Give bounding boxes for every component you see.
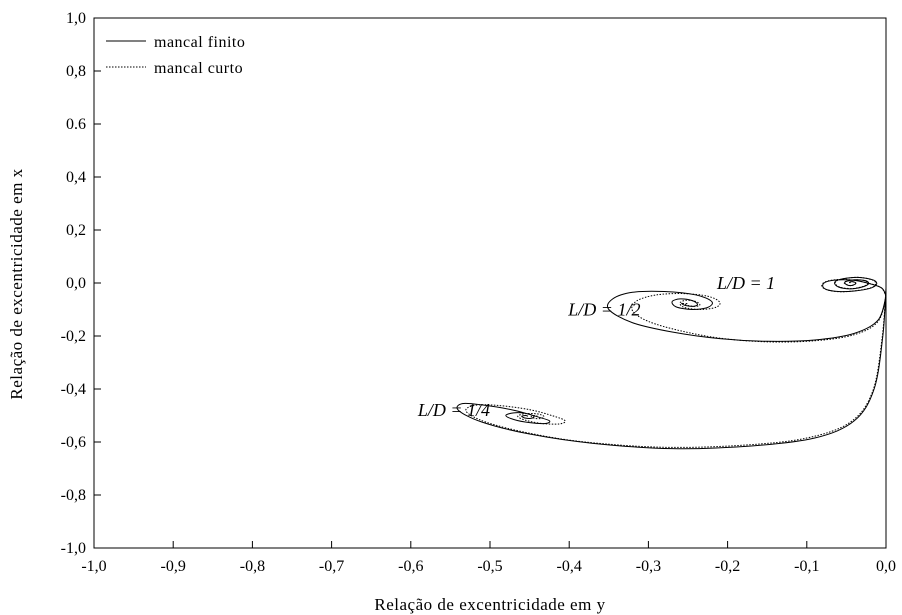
y-tick-label: -0,4 [61, 381, 86, 398]
x-tick-label: -0,2 [715, 558, 740, 575]
y-tick-label: -0,6 [61, 434, 86, 451]
x-tick-label: -0,8 [240, 558, 265, 575]
annotation-layer: L/D = 1 L/D = 1/2 L/D = 1/4 [417, 273, 775, 420]
series-layer [456, 276, 887, 450]
y-tick-label: 1,0 [66, 10, 86, 27]
legend: mancal finito mancal curto [106, 34, 245, 77]
x-tick-label: -0,4 [557, 558, 582, 575]
series-solid-2 [606, 290, 887, 342]
series-dotted-3 [631, 293, 887, 343]
legend-label-dotted: mancal curto [154, 60, 243, 77]
y-tick-label: -0,2 [61, 328, 86, 345]
x-tick-label: -0,1 [794, 558, 819, 575]
y-tick-label: 0.6 [66, 116, 86, 133]
curve-annotation: L/D = 1/4 [417, 400, 490, 420]
y-tick-label: 0,2 [66, 222, 86, 239]
x-tick-label: -0,5 [477, 558, 502, 575]
curve-annotation: L/D = 1/2 [567, 300, 640, 320]
series-dotted-1 [821, 276, 887, 297]
axis-ticks [93, 17, 887, 549]
y-tick-label: -0,8 [61, 487, 86, 504]
axis-tick-labels: -1,0 -0,9 -0,8 -0,7 -0,6 -0,5 -0,4 -0,3 -0,2 -0,1… [61, 10, 896, 575]
series-solid-4 [456, 288, 887, 450]
curve-annotation: L/D = 1 [716, 273, 775, 293]
x-tick-label: -0,3 [636, 558, 661, 575]
x-axis-title: Relação de excentricidade em y [374, 595, 605, 614]
legend-label-solid: mancal finito [154, 34, 245, 51]
series-dotted-5 [465, 288, 887, 448]
x-tick-label: -1,0 [81, 558, 106, 575]
x-tick-label: -0,7 [319, 558, 344, 575]
y-tick-label: 0,0 [66, 275, 86, 292]
y-tick-label: 0,8 [66, 63, 86, 80]
y-tick-label: 0,4 [66, 169, 86, 186]
y-axis-title: Relação de excentricidade em x [7, 168, 26, 399]
y-tick-label: -1,0 [61, 540, 86, 557]
x-tick-label: -0,6 [398, 558, 423, 575]
x-tick-label: -0,9 [161, 558, 186, 575]
x-tick-label: 0,0 [876, 558, 896, 575]
